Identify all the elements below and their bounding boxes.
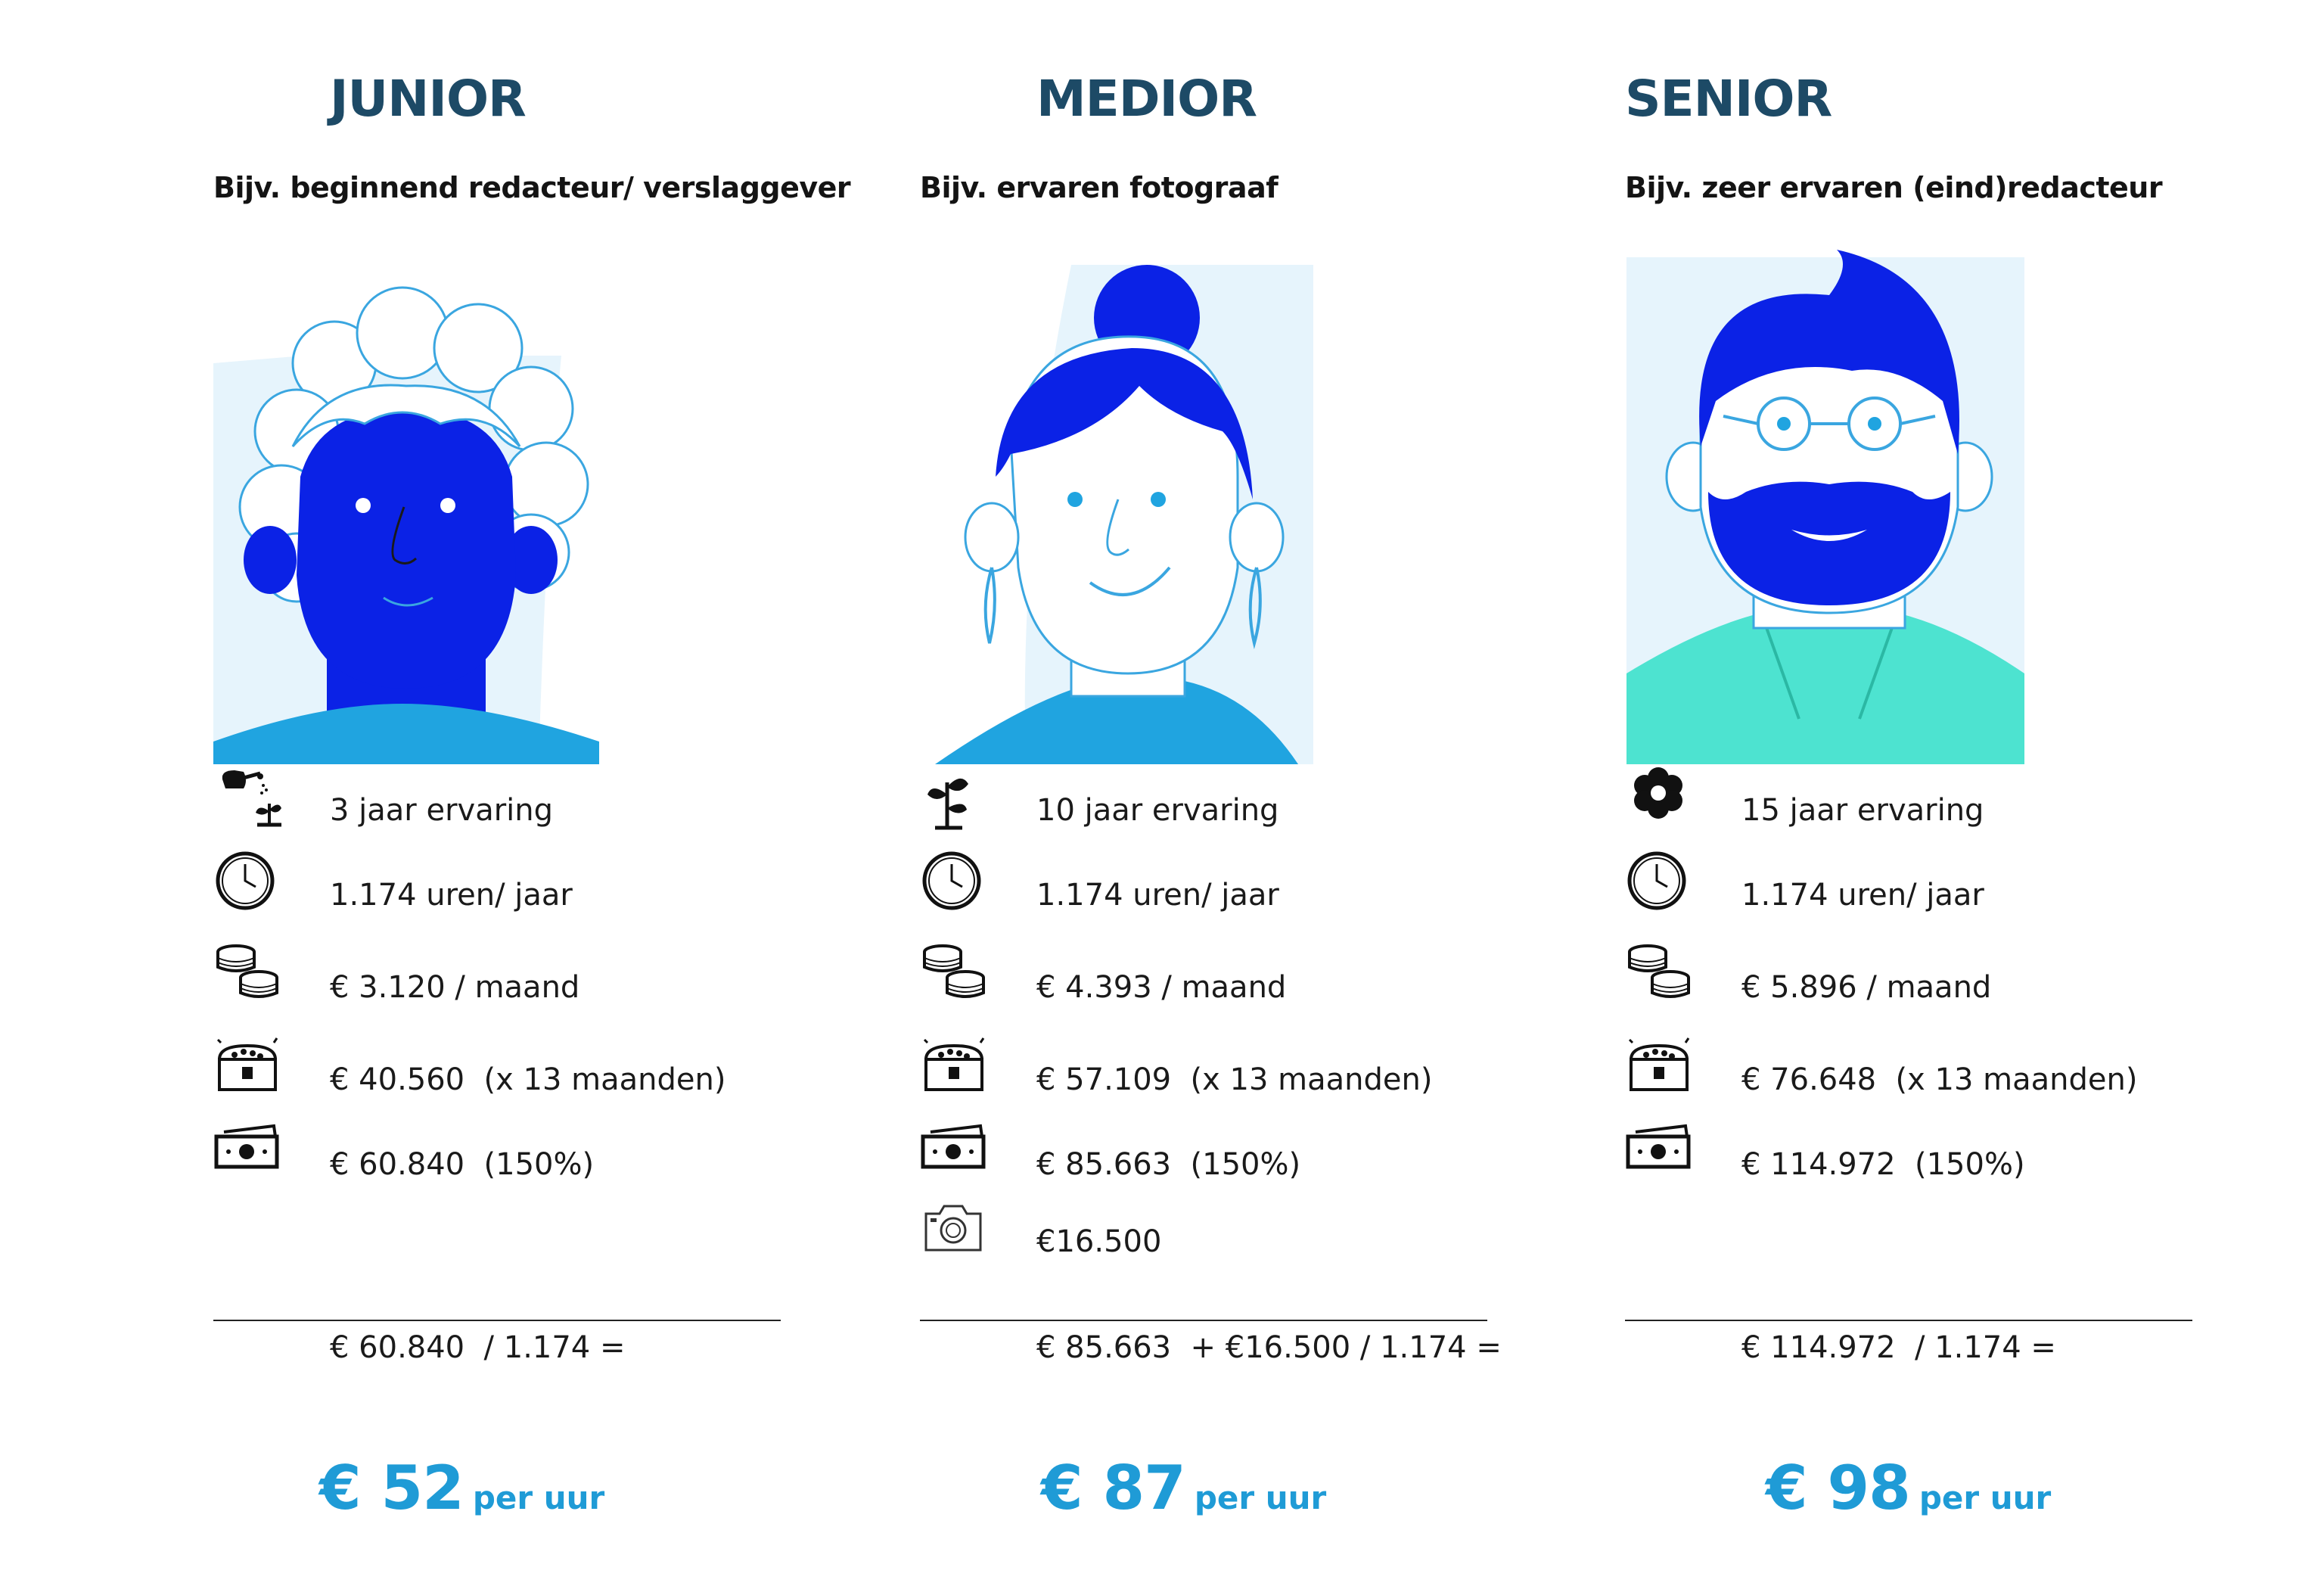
treasure-chest-icon xyxy=(920,1034,988,1102)
role-example: Bijv. ervaren fotograaf xyxy=(920,171,1279,204)
role-example: Bijv. zeer ervaren (eind)redacteur xyxy=(1625,171,2163,204)
stat-experience: 3 jaar ervaring xyxy=(213,764,894,832)
seedling-icon xyxy=(920,764,988,832)
level-title: JUNIOR xyxy=(330,70,527,128)
stat-equipment: €16.500 xyxy=(920,1196,1601,1264)
stat-text: €16.500 xyxy=(1036,1224,1162,1259)
coins-icon xyxy=(213,941,281,1009)
divider-line xyxy=(920,1320,1487,1321)
stat-text: € 57.109 (x 13 maanden) xyxy=(1036,1062,1433,1097)
calculation-formula: € 114.972 / 1.174 = xyxy=(1741,1330,2056,1365)
medior-column: MEDIOR Bijv. ervaren fotograaf 10 jaar e… xyxy=(920,0,1601,1586)
treasure-chest-icon xyxy=(1625,1034,1693,1102)
hourly-rate-unit: per uur xyxy=(1919,1479,2052,1516)
stat-rate-base: € 60.840 (150%) xyxy=(213,1118,894,1186)
hourly-rate-amount: € 98 xyxy=(1766,1453,1911,1523)
clock-icon xyxy=(920,849,988,917)
stat-monthly: € 5.896 / maand xyxy=(1625,941,2306,1009)
stat-text: € 4.393 / maand xyxy=(1036,970,1287,1005)
divider-line xyxy=(1625,1320,2192,1321)
junior-column: JUNIOR Bijv. beginnend redacteur/ versla… xyxy=(213,0,894,1586)
flower-icon xyxy=(1625,764,1693,832)
stat-text: € 76.648 (x 13 maanden) xyxy=(1741,1062,2138,1097)
clock-icon xyxy=(1625,849,1693,917)
stat-yearly: € 76.648 (x 13 maanden) xyxy=(1625,1034,2306,1102)
watering-can-sprout-icon xyxy=(213,764,281,832)
stat-text: 1.174 uren/ jaar xyxy=(1741,878,1984,913)
stat-text: € 60.840 (150%) xyxy=(330,1147,595,1182)
level-title: SENIOR xyxy=(1625,70,1832,128)
divider-line xyxy=(213,1320,781,1321)
calculation-formula: € 85.663 + €16.500 / 1.174 = xyxy=(1036,1330,1502,1365)
stat-monthly: € 4.393 / maand xyxy=(920,941,1601,1009)
stat-yearly: € 40.560 (x 13 maanden) xyxy=(213,1034,894,1102)
level-title: MEDIOR xyxy=(1036,70,1257,128)
stat-hours: 1.174 uren/ jaar xyxy=(920,849,1601,917)
stat-text: € 85.663 (150%) xyxy=(1036,1147,1301,1182)
calculation-formula: € 60.840 / 1.174 = xyxy=(330,1330,626,1365)
medior-avatar xyxy=(920,250,1328,764)
coins-icon xyxy=(920,941,988,1009)
stat-yearly: € 57.109 (x 13 maanden) xyxy=(920,1034,1601,1102)
treasure-chest-icon xyxy=(213,1034,281,1102)
camera-icon xyxy=(920,1196,988,1264)
senior-avatar xyxy=(1625,250,2034,764)
stat-text: € 5.896 / maand xyxy=(1741,970,1992,1005)
role-example: Bijv. beginnend redacteur/ verslaggever xyxy=(213,171,851,204)
stat-text: 1.174 uren/ jaar xyxy=(330,878,573,913)
stat-text: € 114.972 (150%) xyxy=(1741,1147,2025,1182)
hourly-rate-amount: € 87 xyxy=(1041,1453,1186,1523)
hourly-rate: € 87 per uur xyxy=(1041,1453,1326,1523)
stat-experience: 15 jaar ervaring xyxy=(1625,764,2306,832)
clock-icon xyxy=(213,849,281,917)
banknote-icon xyxy=(213,1118,281,1186)
stat-text: 15 jaar ervaring xyxy=(1741,793,1984,828)
stat-hours: 1.174 uren/ jaar xyxy=(1625,849,2306,917)
stat-text: € 40.560 (x 13 maanden) xyxy=(330,1062,726,1097)
stat-experience: 10 jaar ervaring xyxy=(920,764,1601,832)
stat-hours: 1.174 uren/ jaar xyxy=(213,849,894,917)
stat-text: € 3.120 / maand xyxy=(330,970,580,1005)
banknote-icon xyxy=(1625,1118,1693,1186)
stat-rate-base: € 114.972 (150%) xyxy=(1625,1118,2306,1186)
hourly-rate-amount: € 52 xyxy=(319,1453,464,1523)
senior-column: SENIOR Bijv. zeer ervaren (eind)redacteu… xyxy=(1625,0,2306,1586)
hourly-rate-unit: per uur xyxy=(472,1479,605,1516)
stat-text: 1.174 uren/ jaar xyxy=(1036,878,1279,913)
hourly-rate: € 98 per uur xyxy=(1766,1453,2051,1523)
stat-rate-base: € 85.663 (150%) xyxy=(920,1118,1601,1186)
hourly-rate: € 52 per uur xyxy=(319,1453,604,1523)
junior-avatar xyxy=(213,250,622,764)
stat-monthly: € 3.120 / maand xyxy=(213,941,894,1009)
coins-icon xyxy=(1625,941,1693,1009)
banknote-icon xyxy=(920,1118,988,1186)
stat-text: 3 jaar ervaring xyxy=(330,793,553,828)
stat-text: 10 jaar ervaring xyxy=(1036,793,1279,828)
hourly-rate-unit: per uur xyxy=(1194,1479,1327,1516)
